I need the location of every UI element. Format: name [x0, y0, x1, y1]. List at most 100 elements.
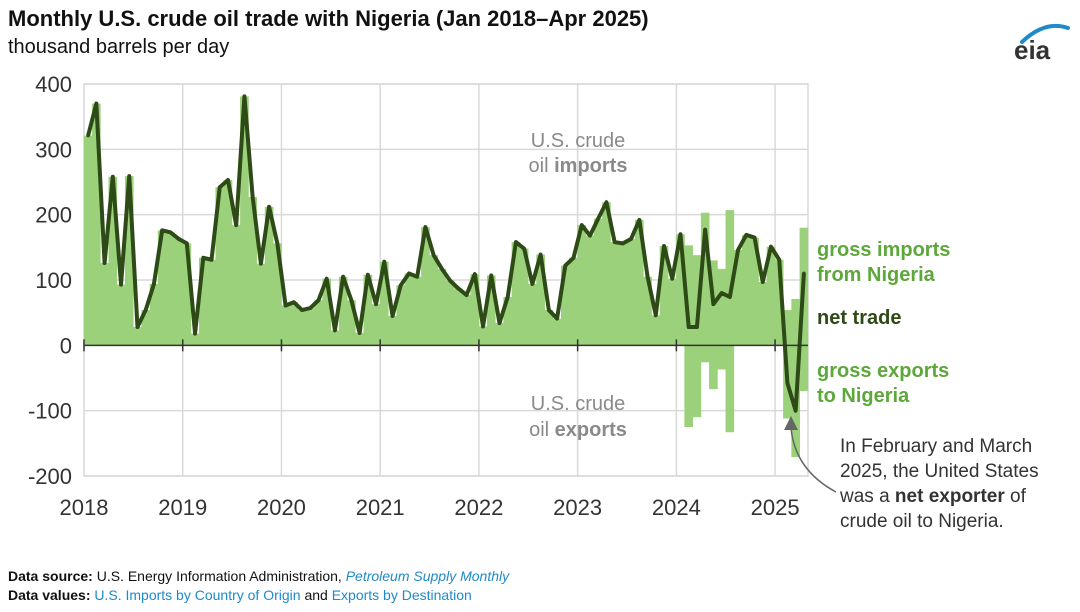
net-trade-point	[481, 324, 485, 329]
imports-bar	[478, 326, 488, 346]
net-trade-point	[621, 241, 625, 246]
imports-bar	[190, 333, 200, 346]
imports-bar	[717, 268, 726, 346]
net-trade-point	[579, 223, 584, 227]
net-trade-point	[637, 218, 642, 222]
imports-bar	[486, 275, 496, 346]
imports-bar	[223, 180, 233, 346]
imports-bar	[626, 238, 636, 346]
net-trade-point	[226, 178, 230, 182]
imports-bar	[602, 202, 611, 346]
imports-bar	[240, 96, 249, 346]
imports-bar	[503, 296, 513, 346]
net-trade-point	[785, 381, 790, 386]
imports-bar	[560, 265, 570, 346]
imports-bar	[207, 259, 216, 346]
chart: 400 300 200 100 0 -100 -200 2018 2019 2020 2021 202…	[28, 72, 1039, 532]
net-trade-point	[448, 278, 452, 283]
callout-arrowhead-icon	[784, 416, 798, 430]
chart-title: Monthly U.S. crude oil trade with Nigeri…	[8, 6, 649, 31]
legend-imports-1: gross imports	[817, 239, 950, 261]
net-trade-point	[250, 195, 255, 199]
imports-bar	[305, 308, 315, 346]
imports-bar	[495, 323, 504, 346]
net-trade-point	[596, 216, 601, 221]
x-tick-label: 2025	[751, 495, 800, 520]
imports-bar	[610, 242, 619, 346]
imports-bar	[322, 278, 332, 346]
net-trade-point	[686, 325, 691, 329]
exports-bar	[700, 345, 710, 363]
net-trade-point	[193, 331, 197, 336]
exports-by-destination-link[interactable]: Exports by Destination	[331, 587, 472, 603]
imports-bar	[462, 295, 471, 346]
imports-bar	[182, 243, 192, 346]
exports-bar	[692, 345, 702, 418]
net-trade-point	[645, 274, 650, 279]
imports-bar	[404, 273, 414, 346]
net-trade-point	[760, 280, 765, 284]
x-tick-label: 2021	[356, 495, 405, 520]
net-trade-point	[752, 235, 757, 240]
x-tick-label: 2024	[652, 495, 701, 520]
net-trade-point	[333, 328, 337, 333]
exports-bar	[799, 345, 809, 392]
net-trade-point	[514, 240, 518, 244]
exports-bar	[684, 345, 694, 427]
y-tick-label: 200	[35, 203, 72, 228]
imports-region-label-2: oil imports	[529, 155, 628, 177]
net-trade-point	[802, 271, 806, 276]
net-trade-point	[324, 276, 329, 281]
imports-bar	[519, 248, 529, 346]
net-trade-point	[793, 408, 798, 413]
net-trade-point	[497, 321, 502, 325]
net-trade-point	[547, 308, 551, 312]
net-trade-point	[505, 295, 510, 299]
net-trade-point	[119, 282, 123, 287]
imports-bar	[388, 315, 397, 346]
x-tick-label: 2018	[60, 495, 109, 520]
net-trade-point	[415, 274, 420, 279]
eia-logo: eia	[1014, 23, 1070, 64]
net-trade-point	[201, 255, 206, 260]
imports-bar	[536, 254, 545, 346]
net-trade-point	[357, 331, 362, 335]
net-trade-point	[398, 283, 403, 288]
imports-bar	[281, 305, 290, 346]
imports-region-label-1: U.S. crude	[531, 130, 625, 152]
net-trade-point	[670, 276, 675, 281]
y-tick-label: 0	[60, 333, 72, 358]
source-link[interactable]: Petroleum Supply Monthly	[345, 568, 510, 584]
imports-bar	[338, 276, 348, 346]
net-trade-point	[538, 252, 543, 257]
net-trade-point	[588, 233, 592, 238]
imports-by-country-link[interactable]: U.S. Imports by Country of Origin	[94, 587, 301, 603]
imports-bar	[569, 257, 578, 346]
imports-bar	[766, 246, 776, 346]
net-trade-point	[168, 230, 173, 235]
imports-bar	[635, 219, 644, 346]
net-trade-point	[242, 94, 247, 99]
imports-bar	[141, 310, 151, 346]
y-tick-label: 300	[35, 137, 72, 162]
net-trade-point	[160, 228, 164, 233]
imports-bar	[248, 197, 257, 346]
imports-bar	[692, 255, 702, 346]
imports-bar	[412, 276, 422, 346]
imports-bar	[264, 206, 274, 346]
net-trade-point	[604, 200, 609, 205]
imports-bar	[273, 243, 282, 346]
y-tick-label: 400	[35, 72, 72, 97]
x-tick-label: 2019	[158, 495, 207, 520]
net-trade-point	[719, 291, 724, 295]
callout-line-1: In February and March	[840, 436, 1032, 457]
callout-line-4: crude oil to Nigeria.	[840, 511, 1004, 532]
imports-bar	[791, 298, 800, 346]
net-trade-point	[769, 244, 773, 249]
net-trade-point	[472, 272, 477, 276]
legend-exports-2: to Nigeria	[817, 385, 910, 407]
net-trade-point	[300, 308, 304, 312]
imports-bar	[470, 274, 480, 346]
imports-bar	[396, 285, 406, 346]
net-trade-point	[267, 205, 271, 209]
